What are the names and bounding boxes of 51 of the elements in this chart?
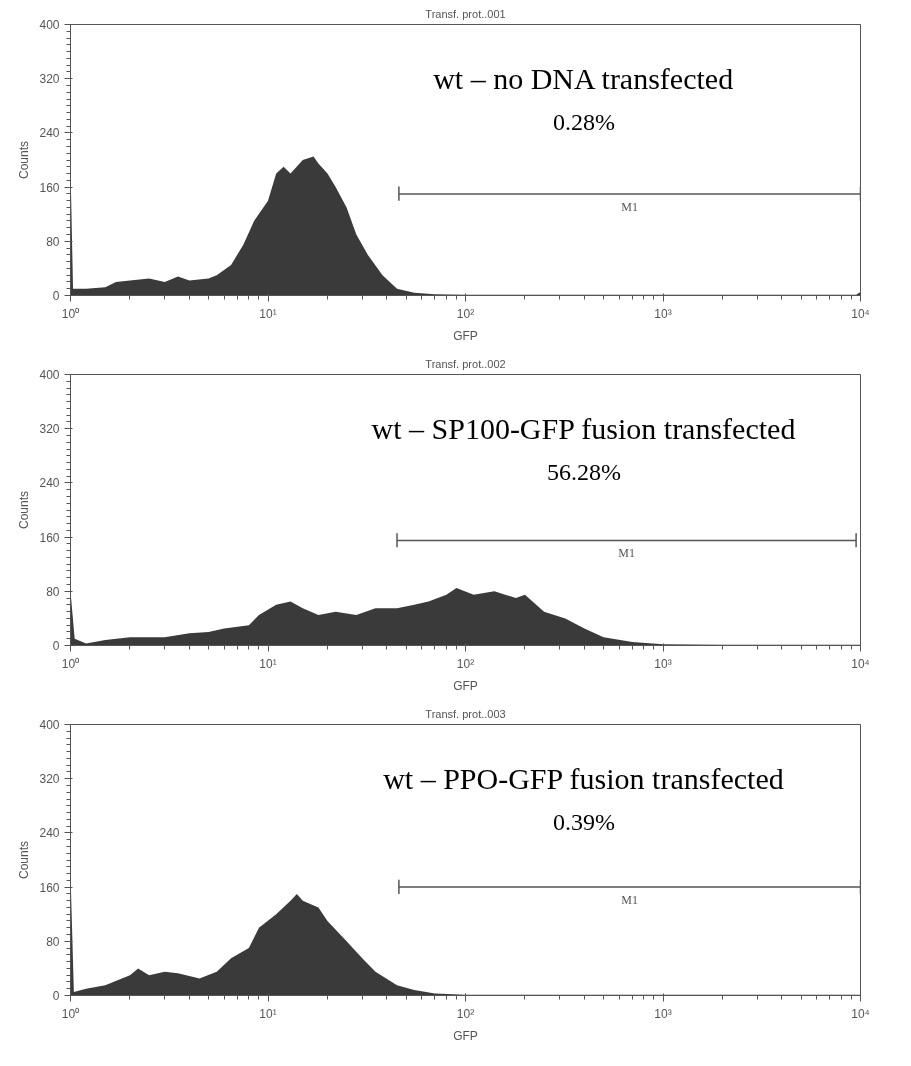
- x-tick-label: 10⁴: [851, 306, 870, 321]
- series-label: M1: [621, 199, 639, 214]
- x-tick-label: 10³: [654, 656, 672, 671]
- x-axis-title: GFP: [453, 678, 478, 693]
- y-tick-label: 80: [46, 584, 60, 599]
- y-tick-label: 240: [39, 826, 60, 841]
- y-axis-title: Counts: [17, 490, 32, 530]
- x-tick-label: 10⁰: [61, 1006, 80, 1021]
- annotation: 0.28%: [553, 109, 615, 136]
- x-tick-label: 10³: [654, 1006, 672, 1021]
- series-label: M1: [618, 546, 635, 561]
- y-tick-label: 80: [46, 934, 60, 949]
- annotation: 0.39%: [553, 809, 615, 836]
- y-tick-label: 160: [39, 880, 60, 895]
- x-tick-label: 10²: [456, 1006, 475, 1021]
- chart-title: Transf. prot..001: [425, 7, 506, 20]
- x-tick-label: 10⁰: [61, 306, 80, 321]
- x-tick-label: 10²: [456, 306, 475, 321]
- y-tick-label: 400: [39, 18, 60, 32]
- annotation: wt – no DNA transfected: [433, 62, 734, 96]
- chart-title: Transf. prot..003: [425, 707, 506, 720]
- x-axis-title: GFP: [453, 328, 478, 343]
- y-tick-label: 0: [52, 289, 60, 303]
- y-tick-label: 400: [39, 718, 60, 732]
- y-tick-label: 0: [52, 639, 60, 653]
- chart-title: Transf. prot..002: [425, 357, 506, 370]
- x-tick-label: 10²: [456, 656, 475, 671]
- y-tick-label: 0: [52, 989, 60, 1003]
- x-tick-label: 10³: [654, 306, 672, 321]
- x-tick-label: 10¹: [259, 306, 277, 321]
- y-tick-label: 240: [39, 126, 60, 141]
- x-tick-label: 10¹: [259, 1006, 277, 1021]
- y-tick-label: 320: [39, 72, 60, 87]
- x-tick-label: 10¹: [259, 656, 277, 671]
- y-tick-label: 80: [46, 234, 60, 249]
- x-tick-label: 10⁰: [61, 656, 80, 671]
- x-axis-title: GFP: [453, 1028, 478, 1043]
- annotation: wt – SP100-GFP fusion transfected: [371, 412, 796, 446]
- series-label: M1: [621, 893, 639, 908]
- y-tick-label: 400: [39, 368, 60, 382]
- y-tick-label: 160: [39, 180, 60, 195]
- y-axis-title: Counts: [17, 840, 32, 880]
- y-tick-label: 160: [39, 530, 60, 545]
- y-axis-title: Counts: [17, 140, 32, 180]
- annotation: wt – PPO-GFP fusion transfected: [383, 762, 784, 796]
- y-tick-label: 320: [39, 422, 60, 437]
- x-tick-label: 10⁴: [851, 1006, 870, 1021]
- y-tick-label: 320: [39, 772, 60, 787]
- y-tick-label: 240: [39, 476, 60, 491]
- annotation: 56.28%: [547, 459, 621, 486]
- x-tick-label: 10⁴: [851, 656, 870, 671]
